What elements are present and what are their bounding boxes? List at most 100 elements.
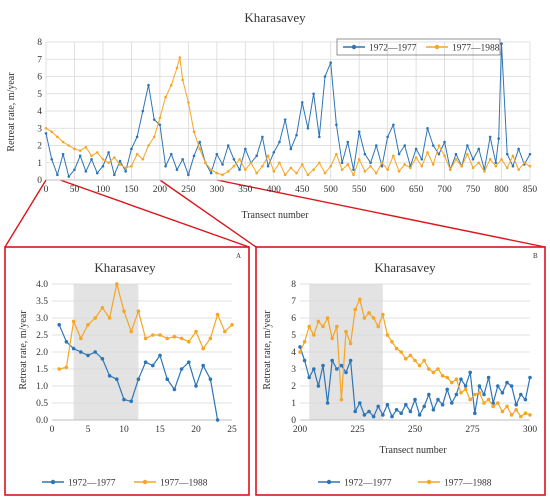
series-1-point (486, 397, 491, 402)
series-1-point (491, 404, 496, 409)
series-0-point (147, 83, 150, 87)
series-0-point (71, 346, 76, 351)
series-1-point (397, 170, 401, 173)
series-0-point (511, 164, 515, 168)
series-1-point (466, 152, 469, 156)
series-1-point (369, 164, 372, 168)
series-1-point (300, 163, 304, 166)
inset-a-series-group (57, 282, 234, 422)
series-1-point (232, 164, 236, 168)
x-tick-label: 15 (155, 425, 165, 435)
x-tick-label: 150 (124, 185, 139, 195)
series-0-point (232, 158, 236, 161)
series-0-point (392, 123, 395, 127)
series-1-point (73, 147, 76, 151)
series-1-point (381, 312, 385, 317)
series-0-point (312, 92, 315, 96)
main-gridlines (45, 41, 531, 181)
inset-b-y-axis-label: Retreat rate, m/year (262, 310, 273, 390)
series-0-point (73, 168, 76, 171)
series-0-point (450, 401, 454, 405)
series-1-point (362, 316, 367, 320)
series-1-point (330, 336, 335, 341)
inset-b-chart: Kharasavey Transect number Retreat rate,… (262, 260, 537, 489)
series-0-point (95, 171, 99, 175)
legend-label-1: 1977—1988 (160, 479, 208, 489)
x-tick-label: 600 (381, 185, 396, 195)
series-0-point (172, 387, 177, 392)
series-0-point (477, 147, 481, 151)
series-1-point (107, 316, 112, 320)
series-0-point (152, 118, 156, 121)
series-0-point (494, 161, 498, 165)
series-1-point (158, 333, 162, 337)
series-0-point (346, 140, 350, 144)
series-0-point (79, 350, 83, 354)
series-1-point (339, 397, 344, 402)
series-1-point (316, 319, 321, 324)
series-0-point (528, 152, 532, 156)
series-1-point (376, 324, 381, 329)
series-0-point (298, 345, 302, 349)
series-1-point (306, 173, 310, 177)
series-0-point (151, 363, 155, 368)
series-0-point (221, 163, 224, 166)
x-tick-label: 20 (191, 425, 201, 435)
series-0-point (307, 375, 312, 380)
inset-b-title: Kharasavey (374, 260, 436, 275)
y-tick-label: 1 (291, 399, 296, 409)
series-0-point (192, 154, 196, 158)
series-1-point (440, 374, 445, 378)
series-0-point (362, 413, 367, 417)
x-tick-label: 0 (50, 425, 55, 435)
series-0-point (468, 370, 473, 375)
series-0-point (323, 75, 327, 78)
series-1-point (399, 350, 404, 354)
series-0-point (201, 363, 205, 368)
series-1-point (325, 316, 330, 320)
main-legend: 1972—1977 1977—1988 (336, 38, 501, 56)
legend-marker-1 (426, 479, 432, 485)
series-0-point (215, 152, 219, 156)
series-0-point (463, 384, 468, 388)
series-1-point (443, 154, 446, 158)
series-0-point (136, 377, 141, 382)
series-0-point (129, 399, 133, 404)
series-0-point (437, 152, 441, 156)
x-tick-label: 300 (523, 425, 538, 435)
series-0-point (283, 118, 287, 121)
inset-a-tick-labels: 0.0 0.5 1.0 1.5 2.0 2.5 3.0 3.5 4.0 0 5 10 15 20 25 (36, 280, 237, 435)
series-1-point (392, 154, 395, 158)
series-0-point (118, 159, 122, 163)
x-tick-label: 250 (181, 185, 196, 195)
series-1-point (358, 297, 362, 302)
main-y-axis-label: Retreat rate, m/year (6, 72, 17, 152)
legend-marker-0 (326, 479, 332, 485)
series-1-point (95, 151, 99, 154)
series-0-point (509, 384, 514, 388)
series-0-point (318, 135, 321, 139)
y-tick-label: 5 (37, 90, 42, 100)
series-1-point (261, 164, 264, 168)
series-1-point (413, 358, 417, 363)
series-0-point (427, 392, 431, 397)
series-0-point (371, 414, 376, 419)
series-0-point (517, 147, 520, 151)
series-0-point (417, 413, 422, 417)
series-line-0 (45, 43, 531, 178)
series-0-point (459, 377, 463, 382)
y-tick-label: 3.5 (36, 297, 48, 307)
series-0-point (226, 144, 230, 147)
series-0-point (505, 152, 509, 156)
series-1-point (380, 161, 384, 165)
y-tick-label: 7 (37, 55, 42, 65)
series-0-point (344, 370, 348, 375)
series-1-point (460, 164, 463, 168)
series-1-point (385, 333, 390, 337)
series-1-point (187, 101, 190, 104)
series-1-point (107, 161, 110, 165)
main-series-group (44, 42, 532, 178)
series-1-point (194, 329, 198, 334)
series-0-point (113, 173, 116, 177)
series-1-point (390, 340, 394, 344)
